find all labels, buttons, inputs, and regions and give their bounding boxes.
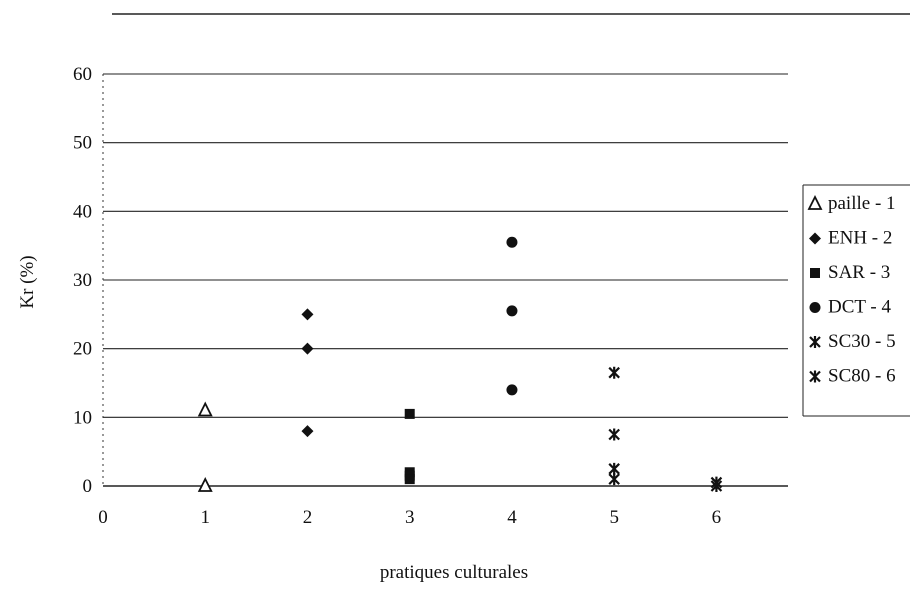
x-axis-title: pratiques culturales (380, 562, 528, 583)
data-point (608, 366, 620, 379)
legend-label: SAR - 3 (828, 262, 890, 283)
x-tick-label: 0 (98, 507, 108, 528)
x-tick-label: 1 (200, 507, 210, 528)
y-tick-label: 60 (73, 64, 92, 85)
data-points (197, 236, 723, 492)
legend-marker (809, 232, 821, 245)
x-tick-labels: 0 1 2 3 4 5 6 (98, 507, 721, 528)
y-tick-label: 20 (73, 339, 92, 360)
x-tick-label: 5 (609, 507, 619, 528)
data-point (710, 480, 723, 492)
legend-label: ENH - 2 (828, 228, 892, 249)
legend: paille - 1 ENH - 2 SAR - 3 DCT - 4 SC30 - 5 S… (802, 184, 910, 417)
data-point (404, 408, 415, 419)
x-tick-label: 4 (507, 507, 517, 528)
legend-label: DCT - 4 (828, 297, 891, 318)
data-point (506, 236, 518, 248)
legend-marker (809, 302, 821, 313)
y-tick-label: 50 (73, 133, 92, 154)
y-tick-label: 0 (83, 476, 93, 497)
data-point (301, 308, 314, 321)
data-point (197, 476, 213, 492)
data-point (506, 384, 518, 396)
x-tick-label: 2 (303, 507, 313, 528)
data-point (608, 428, 620, 441)
data-point (301, 342, 314, 355)
data-point (301, 425, 314, 438)
y-tick-label: 40 (73, 201, 92, 222)
y-tick-label: 10 (73, 407, 92, 428)
data-point (197, 401, 213, 417)
legend-label: paille - 1 (828, 193, 896, 214)
legend-marker (807, 194, 823, 210)
legend-label: SC80 - 6 (828, 366, 896, 387)
legend-label: SC30 - 5 (828, 331, 896, 352)
y-tick-labels: 0 10 20 30 40 50 60 (73, 64, 92, 497)
data-point (404, 474, 415, 485)
data-point (506, 305, 518, 317)
x-tick-label: 3 (405, 507, 415, 528)
data-point (608, 473, 620, 486)
data-point (608, 462, 620, 475)
legend-marker (809, 370, 821, 383)
y-tick-label: 30 (73, 270, 92, 291)
legend-marker (810, 268, 820, 278)
legend-marker (809, 336, 821, 348)
legend-items: paille - 1 ENH - 2 SAR - 3 DCT - 4 SC30 - 5 S… (807, 193, 896, 387)
grid (103, 73, 788, 487)
x-tick-label: 6 (712, 507, 722, 528)
y-axis-title: Kr (%) (17, 255, 38, 308)
